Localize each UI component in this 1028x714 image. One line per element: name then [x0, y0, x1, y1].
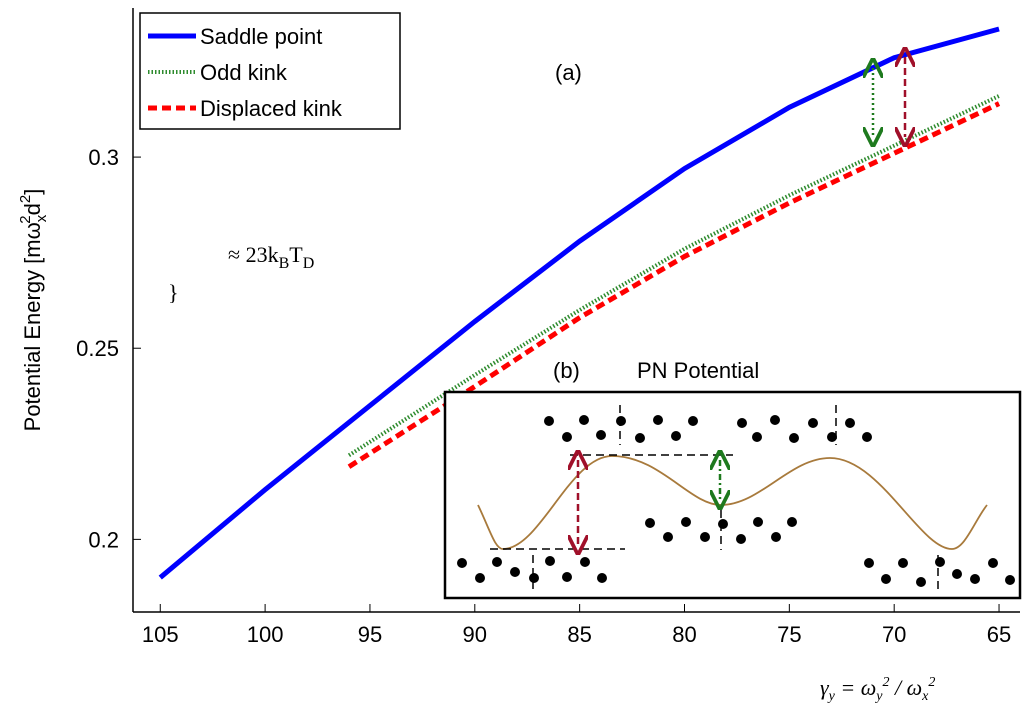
particle — [952, 569, 962, 579]
particle — [653, 415, 663, 425]
particle — [545, 556, 555, 566]
x-tick-label: 105 — [142, 622, 179, 647]
legend-label: Odd kink — [200, 60, 288, 85]
particle — [970, 574, 980, 584]
x-tick-label: 85 — [567, 622, 591, 647]
particle — [935, 557, 945, 567]
particle — [529, 573, 539, 583]
particle — [787, 517, 797, 527]
particle — [700, 532, 710, 542]
particle — [663, 532, 673, 542]
particle — [579, 415, 589, 425]
x-tick-label: 65 — [987, 622, 1011, 647]
y-label: Potential Energy [mωx2d2] — [17, 189, 50, 432]
particle — [457, 558, 467, 568]
inset-frame — [443, 390, 1022, 600]
legend: Saddle point Odd kink Displaced kink — [139, 12, 401, 130]
particle — [988, 558, 998, 568]
particle — [492, 557, 502, 567]
particle — [580, 557, 590, 567]
y-tick-label: 0.3 — [88, 145, 119, 170]
particle — [616, 416, 626, 426]
x-tick-label: 70 — [882, 622, 906, 647]
legend-label: Saddle point — [200, 24, 322, 49]
particle — [827, 432, 837, 442]
particle — [862, 432, 872, 442]
particle — [771, 532, 781, 542]
x-tick-label: 80 — [672, 622, 696, 647]
panel-label: (b) — [553, 358, 580, 383]
particle — [562, 432, 572, 442]
series-line — [347, 94, 1000, 457]
particle — [881, 574, 891, 584]
particle — [789, 433, 799, 443]
particle — [562, 572, 572, 582]
particle — [770, 415, 780, 425]
panel-label: (a) — [555, 60, 582, 85]
particle — [845, 418, 855, 428]
particle — [635, 433, 645, 443]
particle — [898, 558, 908, 568]
x-tick-label: 75 — [777, 622, 801, 647]
x-tick-label: 100 — [247, 622, 284, 647]
particle — [544, 416, 554, 426]
particle — [645, 518, 655, 528]
brace: } — [168, 280, 179, 305]
y-tick-label: 0.2 — [88, 527, 119, 552]
brace-label: ≈ 23kBTD — [228, 242, 314, 272]
inset — [443, 390, 1022, 600]
particle — [718, 519, 728, 529]
particle — [736, 534, 746, 544]
legend-label: Displaced kink — [200, 96, 343, 121]
particle — [753, 517, 763, 527]
x-tick-label: 90 — [463, 622, 487, 647]
particle — [1005, 575, 1015, 585]
series-line — [158, 26, 1000, 580]
particle — [737, 418, 747, 428]
y-tick-label: 0.25 — [76, 336, 119, 361]
particle — [681, 517, 691, 527]
particle — [808, 418, 818, 428]
particle — [864, 558, 874, 568]
particle — [510, 567, 520, 577]
particle — [597, 573, 607, 583]
inset-title: PN Potential — [637, 358, 759, 383]
series-line — [347, 101, 1001, 469]
particle — [916, 577, 926, 587]
x-tick-label: 95 — [358, 622, 382, 647]
particles — [457, 415, 1015, 587]
particle — [688, 416, 698, 426]
particle — [671, 431, 681, 441]
plot: 105 100 95 90 85 80 75 70 65 0.2 0.25 0.3 — [76, 26, 1011, 647]
x-label: γy = ωy2 / ωx2 — [820, 675, 935, 704]
particle — [596, 430, 606, 440]
particle — [752, 432, 762, 442]
particle — [475, 573, 485, 583]
